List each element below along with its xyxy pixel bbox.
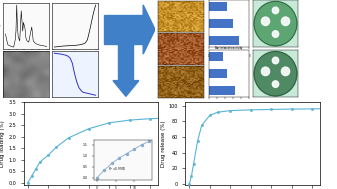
Polygon shape — [143, 5, 155, 54]
Point — [45, 154, 51, 157]
Point — [191, 163, 196, 166]
Bar — [209, 69, 227, 78]
Bar — [104, 15, 143, 44]
Circle shape — [281, 67, 289, 76]
X-axis label: Relative Pressure (P/P₀): Relative Pressure (P/P₀) — [60, 61, 90, 65]
Point — [37, 161, 42, 164]
Point — [109, 162, 115, 165]
Circle shape — [262, 17, 270, 26]
Point — [330, 107, 335, 110]
Circle shape — [272, 31, 279, 37]
Y-axis label: Intensity (a.u.): Intensity (a.u.) — [0, 17, 2, 35]
Bar — [209, 52, 223, 61]
Point — [207, 114, 213, 117]
Bar — [209, 19, 233, 28]
Point — [189, 174, 194, 177]
Point — [209, 115, 214, 119]
Point — [107, 121, 112, 124]
Bar — [118, 44, 133, 81]
Point — [148, 117, 153, 120]
Circle shape — [281, 17, 289, 26]
Circle shape — [272, 57, 279, 64]
Point — [269, 108, 274, 111]
Point — [215, 111, 221, 114]
Bar — [209, 36, 239, 45]
Y-axis label: Drug loading (%): Drug loading (%) — [0, 120, 5, 167]
Bar — [209, 2, 227, 11]
Circle shape — [254, 1, 297, 46]
Point — [248, 108, 253, 111]
Text: $R^2 = 0.9990$: $R^2 = 0.9990$ — [108, 166, 126, 173]
Point — [25, 181, 30, 184]
Point — [94, 176, 100, 179]
Point — [139, 143, 144, 146]
Bar — [209, 86, 235, 95]
Point — [117, 156, 122, 160]
Point — [199, 124, 204, 127]
X-axis label: 2θ (degree): 2θ (degree) — [19, 61, 33, 65]
Point — [86, 127, 92, 130]
Point — [124, 152, 129, 155]
Point — [127, 119, 132, 122]
Point — [168, 116, 173, 119]
Point — [195, 139, 200, 143]
Point — [29, 174, 34, 177]
Point — [309, 107, 315, 110]
Circle shape — [254, 52, 297, 96]
Point — [188, 116, 194, 119]
Point — [33, 167, 38, 170]
Circle shape — [262, 67, 270, 76]
Point — [66, 136, 71, 139]
Polygon shape — [113, 81, 139, 96]
Point — [54, 146, 59, 149]
Point — [146, 140, 152, 143]
Circle shape — [272, 7, 279, 14]
Point — [102, 169, 107, 172]
Circle shape — [272, 81, 279, 87]
Point — [227, 109, 233, 112]
Point — [289, 108, 294, 111]
Title: Bacteriostatic activity: Bacteriostatic activity — [215, 46, 243, 50]
Point — [131, 148, 137, 151]
Y-axis label: Drug release (%): Drug release (%) — [160, 120, 165, 167]
Point — [187, 182, 192, 185]
